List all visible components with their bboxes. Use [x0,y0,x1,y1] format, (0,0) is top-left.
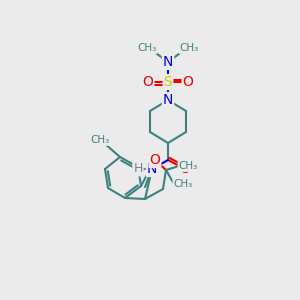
Text: O: O [142,75,153,89]
Text: CH₃: CH₃ [90,135,110,145]
Text: N: N [163,55,173,69]
Text: CH₃: CH₃ [179,43,199,53]
Text: H: H [133,163,143,176]
Text: O: O [180,162,190,176]
Text: N: N [163,93,173,107]
Text: N: N [147,162,157,176]
Text: S: S [164,75,172,89]
Text: CH₃: CH₃ [178,161,198,171]
Text: CH₃: CH₃ [173,179,193,189]
Text: O: O [150,153,160,167]
Text: O: O [183,75,194,89]
Text: CH₃: CH₃ [137,43,157,53]
